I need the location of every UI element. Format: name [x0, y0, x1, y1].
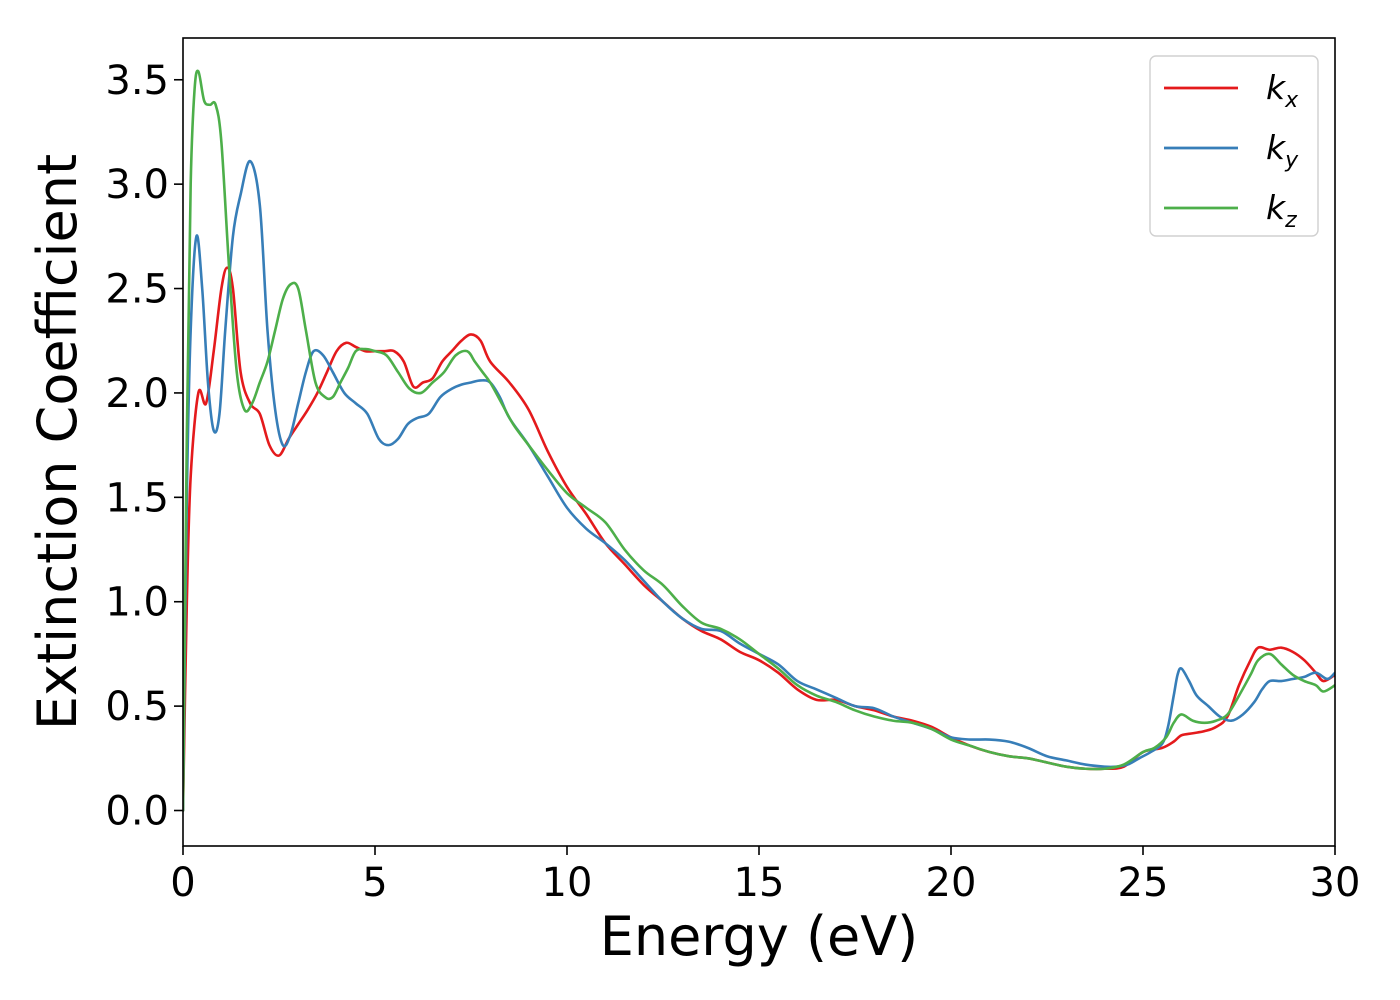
y-tick-label: 2.5: [105, 267, 169, 313]
legend-label-kz: kz: [1266, 188, 1297, 233]
x-tick-label: 25: [1118, 860, 1169, 906]
y-tick-label: 3.0: [105, 162, 169, 208]
y-axis-label: Extinction Coefficient: [26, 154, 89, 730]
x-tick-label: 15: [734, 860, 785, 906]
y-axis: 0.0 0.5 1.0 1.5 2.0 2.5 3.0 3.5: [105, 58, 183, 835]
series-line-ky: [183, 159, 1335, 812]
x-tick-label: 10: [542, 860, 593, 906]
y-tick-label: 0.5: [105, 684, 169, 730]
x-axis-label: Energy (eV): [600, 905, 919, 968]
series-line-kz: [183, 69, 1335, 812]
x-tick-label: 30: [1310, 860, 1361, 906]
x-tick-label: 20: [926, 860, 977, 906]
x-axis: 0 5 10 15 20 25 30: [170, 846, 1360, 906]
y-tick-label: 0.0: [105, 789, 169, 835]
x-tick-label: 0: [170, 860, 195, 906]
series-line-kx: [183, 266, 1335, 812]
legend-label-kx: kx: [1266, 68, 1299, 113]
legend: kx ky kz: [1149, 55, 1319, 237]
y-tick-label: 1.0: [105, 580, 169, 626]
x-tick-label: 5: [362, 860, 387, 906]
legend-label-ky: ky: [1266, 128, 1299, 173]
y-tick-label: 1.5: [105, 475, 169, 521]
series-layer: [183, 69, 1335, 812]
y-tick-label: 2.0: [105, 371, 169, 417]
legend-frame: [1149, 55, 1319, 237]
y-tick-label: 3.5: [105, 58, 169, 104]
